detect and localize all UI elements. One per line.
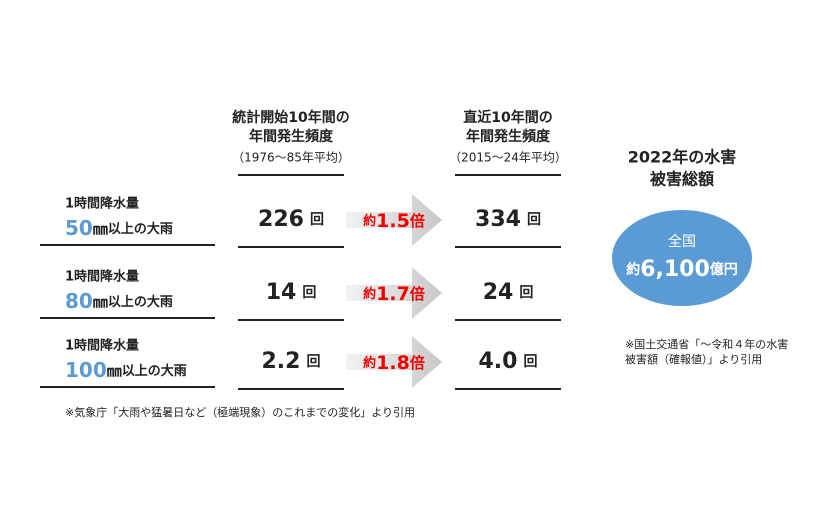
amount-prefix: 約 <box>626 261 640 278</box>
damage-amount: 約6,100億円 <box>626 257 738 282</box>
threshold-suffix: 以上の大雨 <box>122 363 187 379</box>
damage-title: 被害総額 <box>650 170 714 189</box>
threshold-amount: 80 <box>65 289 93 313</box>
count-unit: 回 <box>519 285 533 301</box>
count: 14 回 <box>266 280 317 305</box>
column-title: 年間発生頻度 <box>249 128 334 145</box>
row-label: 1時間降水量 <box>65 196 139 212</box>
amount-value: 6,100 <box>640 257 710 282</box>
column-headers: 統計開始10年間の 年間発生頻度 （1976〜85年平均） 直近10年間の 年間… <box>232 109 567 176</box>
ratio: 約1.5倍 <box>363 210 425 232</box>
column-title: 直近10年間の <box>463 109 552 126</box>
threshold-unit: ㎜ <box>93 293 108 311</box>
count-unit: 回 <box>310 212 324 228</box>
threshold-amount: 50 <box>65 216 93 240</box>
damage-title: 2022年の水害 <box>628 148 737 167</box>
row-label: 1時間降水量 <box>65 338 139 354</box>
damage-region: 全国 <box>668 233 696 250</box>
threshold-amount: 100 <box>65 358 107 382</box>
column-period: （1976〜85年平均） <box>232 151 350 165</box>
row-threshold: 80㎜以上の大雨 <box>65 289 173 313</box>
arrow <box>346 267 442 319</box>
damage-ellipse <box>612 210 752 306</box>
threshold-unit: ㎜ <box>93 220 108 238</box>
count: 226 回 <box>258 207 324 232</box>
threshold-suffix: 以上の大雨 <box>108 221 173 237</box>
count-unit: 回 <box>523 354 537 370</box>
count-value: 226 <box>258 207 304 232</box>
count-value: 334 <box>475 207 521 232</box>
ratio-value: 1.8 <box>376 352 410 374</box>
arrow <box>346 194 442 246</box>
damage-note: 被害額（確報値）」より引用 <box>625 352 762 366</box>
count: 2.2 回 <box>262 349 321 374</box>
row-label: 1時間降水量 <box>65 269 139 285</box>
ratio-suffix: 倍 <box>410 212 425 230</box>
threshold-unit: ㎜ <box>107 362 122 380</box>
count-value: 2.2 <box>262 349 301 374</box>
arrow <box>346 336 442 388</box>
count: 4.0 回 <box>479 349 538 374</box>
amount-unit: 億円 <box>710 261 738 278</box>
source-note: ※気象庁「大雨や猛暑日など（極端現象）のこれまでの変化」より引用 <box>65 405 415 419</box>
ratio-value: 1.7 <box>376 283 410 305</box>
column-title: 年間発生頻度 <box>466 128 551 145</box>
count-unit: 回 <box>306 354 320 370</box>
ratio-prefix: 約 <box>363 286 376 302</box>
count-value: 14 <box>266 280 297 305</box>
ratio-prefix: 約 <box>363 355 376 371</box>
ratio-suffix: 倍 <box>410 285 425 303</box>
count-unit: 回 <box>527 212 541 228</box>
count: 24 回 <box>483 280 534 305</box>
ratio-suffix: 倍 <box>410 354 425 372</box>
row-threshold: 100㎜以上の大雨 <box>65 358 187 382</box>
ratio: 約1.8倍 <box>363 352 425 374</box>
count-value: 24 <box>483 280 514 305</box>
row-threshold: 50㎜以上の大雨 <box>65 216 173 240</box>
column-period: （2015〜24年平均） <box>449 151 567 165</box>
count: 334 回 <box>475 207 541 232</box>
damage-note: ※国土交通省「〜令和４年の水害 <box>625 337 788 351</box>
count-unit: 回 <box>302 285 316 301</box>
ratio-value: 1.5 <box>376 210 410 232</box>
damage-panel: 2022年の水害 被害総額 全国 約6,100億円 ※国土交通省「〜令和４年の水… <box>612 148 788 366</box>
ratio-prefix: 約 <box>363 213 376 229</box>
column-title: 統計開始10年間の <box>232 109 349 126</box>
count-value: 4.0 <box>479 349 518 374</box>
ratio: 約1.7倍 <box>363 283 425 305</box>
threshold-suffix: 以上の大雨 <box>108 294 173 310</box>
